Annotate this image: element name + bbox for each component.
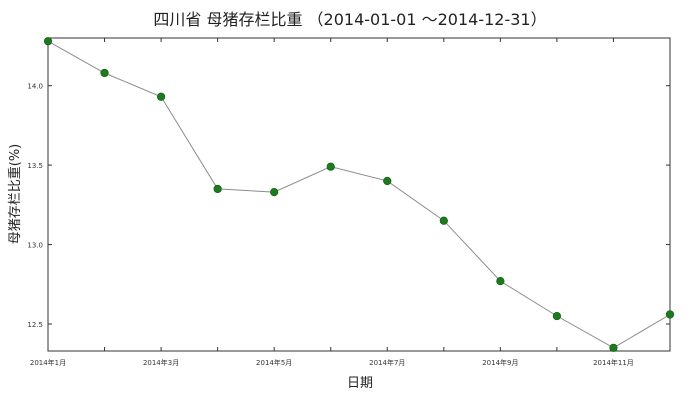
data-point	[43, 37, 53, 46]
x-tick-label: 2014年1月	[30, 358, 66, 367]
x-tick-label: 2014年3月	[143, 358, 179, 367]
data-point	[270, 188, 279, 197]
x-tick-label: 2014年9月	[482, 358, 518, 367]
data-point	[552, 311, 562, 321]
y-tick-label: 13.5	[27, 162, 43, 170]
data-point	[609, 343, 618, 352]
y-tick-label: 14.0	[27, 83, 43, 91]
x-tick-label: 2014年7月	[369, 358, 405, 367]
data-point	[383, 176, 392, 186]
plot-area	[47, 37, 671, 352]
data-point	[665, 310, 675, 319]
chart-title: 四川省 母猪存栏比重 （2014-01-01 ～2014-12-31）	[153, 10, 547, 29]
y-axis-title: 母猪存栏比重(%)	[7, 144, 23, 245]
data-point	[100, 68, 109, 78]
x-tick-label: 2014年5月	[256, 358, 292, 367]
data-point	[326, 162, 335, 171]
y-tick-label: 13.0	[27, 242, 43, 250]
x-tick-label: 2014年11月	[593, 358, 634, 367]
x-axis-title: 日期	[347, 376, 373, 391]
data-point	[439, 216, 448, 225]
data-point	[496, 276, 505, 286]
data-point	[213, 184, 222, 194]
data-point	[156, 92, 166, 101]
y-tick-label: 12.5	[27, 321, 43, 329]
series-line	[47, 40, 671, 349]
